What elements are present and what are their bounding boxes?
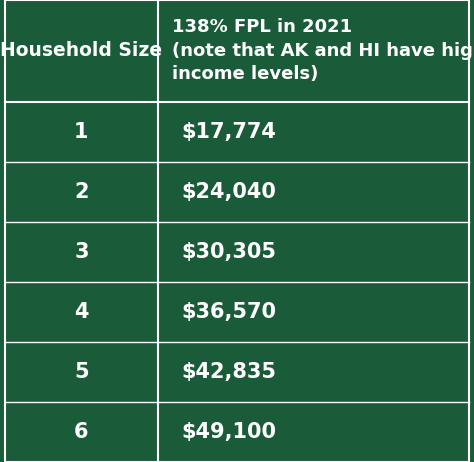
Text: 1: 1 bbox=[74, 122, 89, 142]
Text: $17,774: $17,774 bbox=[182, 122, 277, 142]
Text: 5: 5 bbox=[74, 362, 89, 382]
Text: 138% FPL in 2021
(note that AK and HI have higher
income levels): 138% FPL in 2021 (note that AK and HI ha… bbox=[172, 18, 474, 84]
Text: $36,570: $36,570 bbox=[182, 302, 277, 322]
Text: $24,040: $24,040 bbox=[182, 182, 277, 202]
Text: $49,100: $49,100 bbox=[182, 422, 277, 442]
Text: $42,835: $42,835 bbox=[182, 362, 277, 382]
Text: 4: 4 bbox=[74, 302, 89, 322]
Text: 6: 6 bbox=[74, 422, 89, 442]
Text: 2: 2 bbox=[74, 182, 89, 202]
Text: Household Size: Household Size bbox=[0, 41, 163, 61]
Text: 3: 3 bbox=[74, 242, 89, 262]
Text: $30,305: $30,305 bbox=[182, 242, 277, 262]
